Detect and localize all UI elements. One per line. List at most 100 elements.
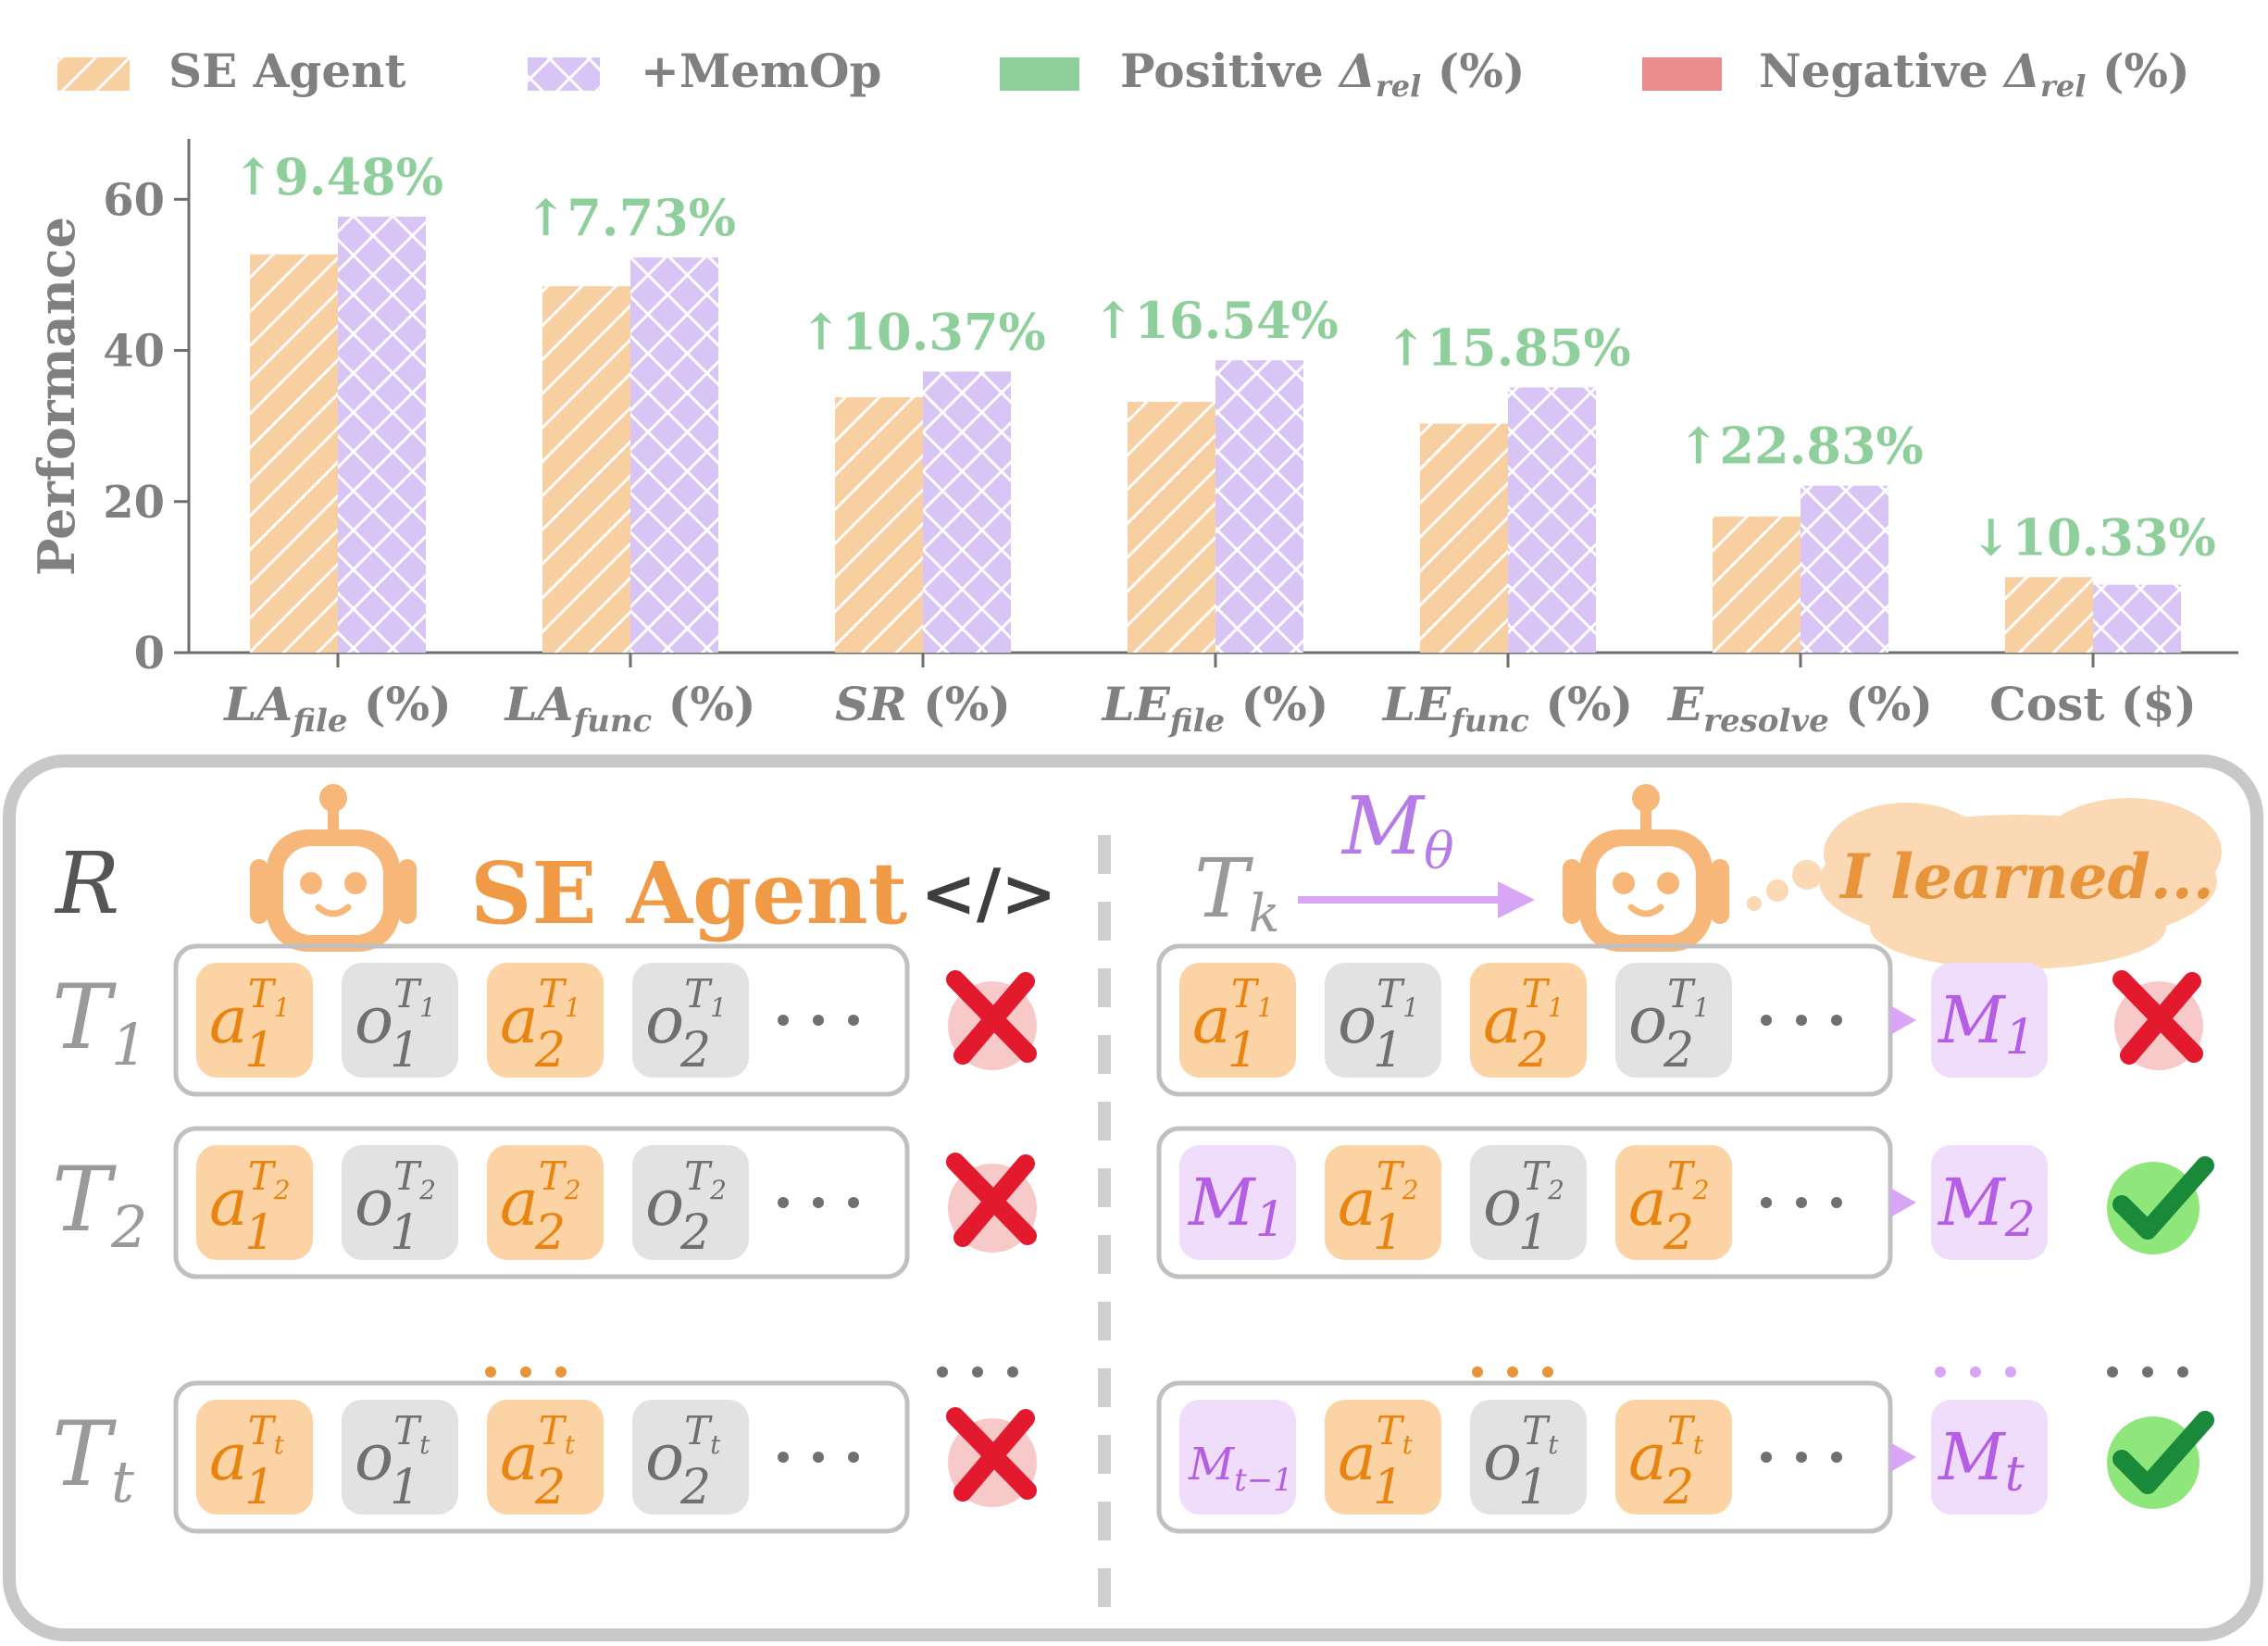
task-label: T1 <box>52 966 147 1079</box>
y-tick-label: 0 <box>134 628 165 680</box>
fail-x-icon <box>2112 970 2203 1065</box>
step-cell-action <box>196 963 313 1078</box>
ellipsis-dot <box>1472 1366 1483 1378</box>
memory-output-cell <box>1931 1145 2048 1260</box>
ellipsis-dot <box>1796 1452 1807 1463</box>
ellipsis-dot <box>1831 1015 1842 1026</box>
step-cell-action <box>196 1400 313 1515</box>
step-cell-action <box>1325 1400 1441 1515</box>
bar-memop <box>1508 387 1596 653</box>
legend-swatch-memop <box>528 57 600 91</box>
step-label: aT1 2 <box>1483 971 1564 1079</box>
legend-label-positive: Positive Δrel (%) <box>1120 44 1526 104</box>
ellipsis-dot <box>778 1015 789 1026</box>
bar-memop <box>1801 485 1888 653</box>
ellipsis-dot <box>1542 1366 1553 1378</box>
step-cell-action <box>1615 1145 1732 1260</box>
step-label: aT2 2 <box>500 1153 581 1261</box>
x-tick-label: Cost ($) <box>1989 677 2197 731</box>
step-cell-observation <box>1470 1400 1587 1515</box>
trajectory-box-baseline <box>173 1126 910 1279</box>
robot-icon-right <box>1563 784 1729 952</box>
step-label: Mt−1 <box>1188 1439 1293 1499</box>
x-tick-label: LAfunc (%) <box>504 677 756 740</box>
agent-title: SE Agent <box>470 843 908 943</box>
memory-output-arrow <box>1890 1442 1916 1472</box>
step-label: oT1 2 <box>1628 971 1710 1079</box>
pass-check-icon <box>2112 1411 2214 1494</box>
legend-swatch-se-agent <box>57 57 130 91</box>
y-tick-label: 60 <box>103 174 165 226</box>
step-label: aT1 2 <box>500 971 581 1079</box>
step-cell-action <box>487 1145 604 1260</box>
ellipsis-dot <box>778 1452 789 1463</box>
ellipsis-dot <box>555 1366 567 1378</box>
bars <box>250 217 2181 654</box>
y-tick-label: 40 <box>103 326 165 378</box>
x-tick-label: SR (%) <box>835 677 1011 731</box>
memory-output-label: Mt <box>1937 1419 2025 1503</box>
x-tick-label: LEfunc (%) <box>1381 677 1633 740</box>
ellipsis-dot <box>937 1366 948 1378</box>
step-cell-action <box>1325 1145 1441 1260</box>
ellipsis-dot <box>520 1366 531 1378</box>
trajectory-box-baseline <box>173 943 910 1097</box>
trajectory-box-baseline <box>173 1380 910 1534</box>
memory-output-cell <box>1931 963 2048 1078</box>
robot-icon <box>250 784 417 952</box>
ellipsis-dot <box>1507 1366 1518 1378</box>
bar-se-agent <box>542 286 630 653</box>
x-tick-labels: LAfile (%) LAfunc (%) SR (%) LEfile (%) LEfu… <box>222 653 2197 740</box>
step-cell-observation <box>632 1145 749 1260</box>
task-k-label: Tk <box>1194 841 1280 944</box>
memory-output-arrow <box>1890 1188 1916 1217</box>
step-label: oT2 1 <box>355 1153 436 1261</box>
bar-memop <box>923 371 1011 653</box>
step-cell-action <box>1615 1400 1732 1515</box>
step-label: oT1 1 <box>355 971 436 1079</box>
step-cell-action <box>487 963 604 1078</box>
legend-label-se-agent: SE Agent <box>168 44 406 98</box>
ellipsis-dot <box>485 1366 496 1378</box>
memory-output-label: M2 <box>1937 1165 2036 1248</box>
task-label: T2 <box>52 1148 147 1261</box>
performance-bar-chart: SE Agent +MemOp Positive Δrel (%) Negati… <box>27 44 2238 740</box>
repository-symbol: R <box>54 834 119 933</box>
step-label: oTt 1 <box>1483 1408 1559 1515</box>
step-label: aT2 1 <box>209 1153 291 1261</box>
bar-se-agent <box>2005 577 2093 653</box>
step-label: oT2 2 <box>645 1153 727 1261</box>
step-label: aTt 1 <box>209 1408 285 1515</box>
thought-bubble: I learned... <box>1747 798 2222 969</box>
x-tick-label: LEfile (%) <box>1101 677 1329 740</box>
delta-annotation: ↑9.48% <box>232 147 443 206</box>
legend-label-negative: Negative Δrel (%) <box>1759 44 2190 104</box>
ellipsis-dot <box>2107 1366 2118 1378</box>
step-label: aTt 2 <box>500 1408 576 1515</box>
step-cell-observation <box>342 963 458 1078</box>
delta-annotation: ↑7.73% <box>525 188 736 247</box>
step-cell-action <box>487 1400 604 1515</box>
step-cell-observation <box>1325 963 1441 1078</box>
step-label: oTt 2 <box>645 1408 721 1515</box>
step-cell-observation <box>342 1145 458 1260</box>
step-label: M1 <box>1187 1165 1286 1248</box>
step-label: aT1 1 <box>1192 971 1274 1079</box>
step-label: aT2 1 <box>1338 1153 1419 1261</box>
ellipsis-dot <box>848 1197 859 1208</box>
ellipsis-dot <box>813 1015 824 1026</box>
delta-annotation: ↑16.54% <box>1092 291 1339 350</box>
delta-annotation: ↓10.33% <box>1970 507 2216 567</box>
step-cell-observation <box>632 1400 749 1515</box>
step-cell-action <box>1179 963 1296 1078</box>
legend: SE Agent +MemOp Positive Δrel (%) Negati… <box>57 44 2190 104</box>
ellipsis-dot <box>1831 1197 1842 1208</box>
bar-memop <box>338 217 426 654</box>
step-cell-memory <box>1179 1145 1296 1260</box>
ellipsis-dot <box>2142 1366 2153 1378</box>
delta-annotation: ↑15.85% <box>1385 318 1631 378</box>
fail-x-icon <box>946 1407 1037 1502</box>
ellipsis-dot <box>1796 1197 1807 1208</box>
memory-output-cell <box>1931 1400 2048 1515</box>
step-label: oTt 1 <box>355 1408 430 1515</box>
